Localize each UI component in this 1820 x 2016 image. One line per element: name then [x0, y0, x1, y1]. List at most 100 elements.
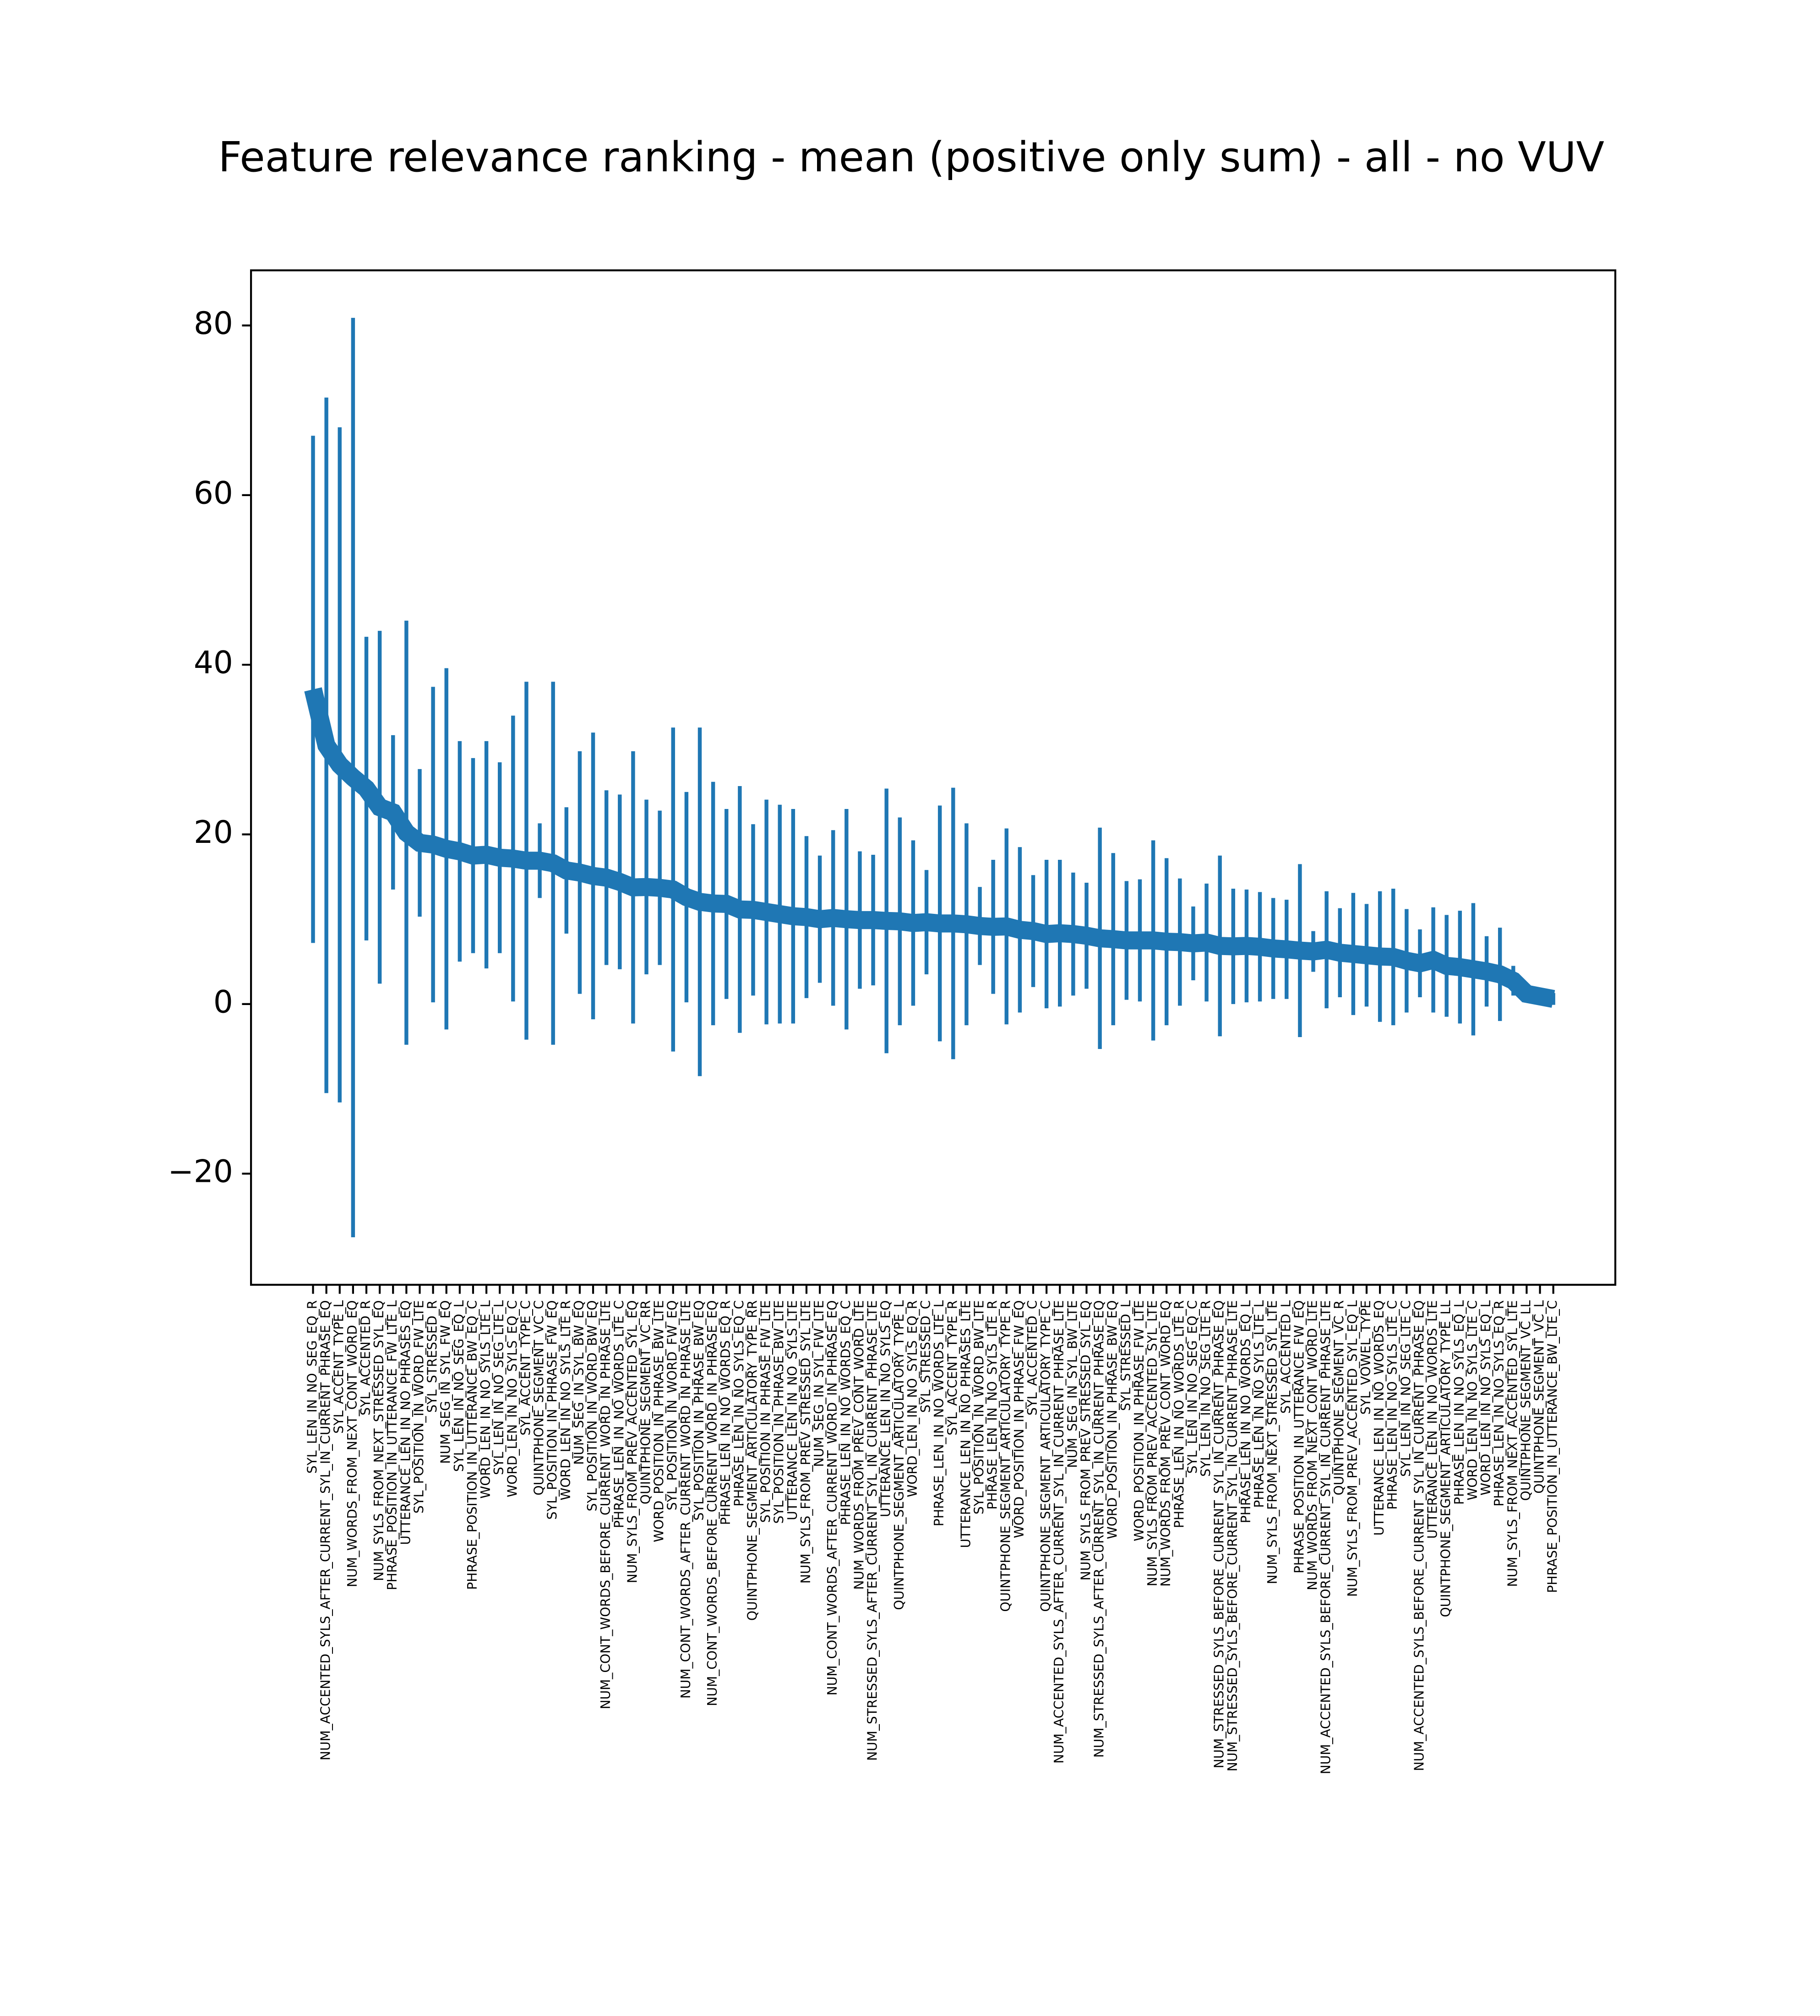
x-tick-label: WORD_POSITION_IN_PHRASE_FW_EQ: [1012, 1300, 1027, 1538]
x-tick-label: SYL_LEN_IN_NO_SEG_LTE_R: [1199, 1300, 1214, 1476]
x-tick-label: UTTERANCE_LEN_IN_NO_SYLS_EQ: [878, 1300, 894, 1517]
x-tick-label: NUM_STRESSED_SYLS_AFTER_CURRENT_SYL_IN_C…: [1092, 1300, 1107, 1758]
x-tick-label: SYL_LEN_IN_NO_SEG_EQ_C: [1185, 1300, 1200, 1474]
x-tick-label: NUM_SEG_IN_SYL_BW_EQ: [572, 1300, 587, 1464]
x-tick-label: SYL_POSITION_IN_PHRASE_BW_EQ: [692, 1300, 707, 1520]
x-tick-label: UTTERANCE_LEN_IN_NO_SYLS_LTE: [785, 1300, 800, 1520]
plot-area: [304, 317, 1555, 1238]
x-tick-label: SYL_STRESSED_L: [1118, 1300, 1133, 1411]
x-tick-label: NUM_SYLS_FROM_NEXT_ACCENTED_SYL_LTE: [1505, 1300, 1520, 1587]
x-tick-label: NUM_SEG_IN_SYL_FW_LTE: [812, 1300, 827, 1467]
x-tick-label: NUM_WORDS_FROM_PREV_CONT_WORD_LTE: [851, 1300, 866, 1590]
x-tick-label: WORD_POSITION_IN_PHRASE_BW_EQ: [1105, 1300, 1120, 1539]
x-tick-label: PHRASE_POSITION_IN_UTTERANCE_BW_LTE_C: [1545, 1300, 1560, 1593]
x-tick-label: QUINTPHONE_SEGMENT_VC_L: [1532, 1300, 1547, 1494]
x-tick-label: QUINTPHONE_SEGMENT_ARTICULATORY_TYPE_R: [998, 1300, 1014, 1612]
x-tick-label: PHRASE_LEN_IN_NO_WORDS_EQ_L: [1238, 1300, 1253, 1523]
x-tick-label: SYL_POSITION_IN_WORD_FW_LTE: [411, 1300, 426, 1513]
x-tick-label: PHRASE_LEN_IN_NO_SYLS_EQ_R: [1492, 1300, 1507, 1506]
x-tick-label: SYL_LEN_IN_NO_SEG_LTE_L: [491, 1300, 507, 1475]
x-tick-label: SYL_ACCENTED_R: [358, 1300, 373, 1415]
x-tick-label: WORD_LEN_IN_NO_SYLS_EQ_R: [905, 1300, 920, 1497]
x-tick-label: NUM_SYLS_FROM_NEXT_STRESSED_SYL_LTE: [1265, 1300, 1280, 1584]
x-tick-label: SYL_VOWEL_TYPE: [1358, 1300, 1373, 1415]
x-tick-label: PHRASE_LEN_IN_NO_SYLS_LTE_C: [1385, 1300, 1400, 1509]
x-tick-label: NUM_SEG_IN_SYL_BW_LTE: [1065, 1300, 1080, 1468]
x-tick-label: PHRASE_POSITION_IN_UTTERANCE_BW_EQ_C: [465, 1300, 480, 1590]
x-tick-label: SYL_POSITION_IN_WORD_BW_LTE: [972, 1300, 987, 1514]
x-tick-label: PHRASE_LEN_IN_NO_WORDS_LTE_C: [611, 1300, 627, 1528]
x-tick-label: NUM_ACCENTED_SYLS_AFTER_CURRENT_SYL_IN_C…: [318, 1300, 333, 1760]
x-tick-label: SYL_POSITION_IN_WORD_FW_EQ: [665, 1300, 680, 1510]
x-tick-label: PHRASE_POSITION_IN_UTTERANCE_FW_EQ: [1291, 1300, 1307, 1573]
x-tick-label: UTTERANCE_LEN_IN_NO_PHRASES_EQ: [398, 1300, 413, 1545]
x-tick-label: QUINTPHONE_SEGMENT_VC_R: [1332, 1300, 1347, 1495]
x-tick-label: UTTERANCE_LEN_IN_NO_WORDS_EQ: [1372, 1300, 1387, 1535]
x-tick-label: PHRASE_POSITION_IN_UTTERANCE_FW_LTE_L: [385, 1300, 400, 1590]
x-tick-label: SYL_ACCENT_TYPE_R: [945, 1300, 960, 1435]
x-tick-label: NUM_SYLS_FROM_NEXT_STRESSED_SYL_EQ: [371, 1300, 387, 1581]
x-tick-label: NUM_SYLS_FROM_PREV_ACCENTED_SYL_EQ: [625, 1300, 640, 1583]
x-tick-label: PHRASE_LEN_IN_NO_WORDS_LTE_R: [1172, 1300, 1187, 1528]
x-tick-label: SYL_ACCENTED_C: [1025, 1300, 1040, 1415]
x-tick-label: SYL_STRESSED_C: [918, 1300, 933, 1413]
y-tick-label: −20: [168, 1153, 233, 1190]
x-tick-label: QUINTPHONE_SEGMENT_VC_C: [532, 1300, 547, 1495]
x-tick-label: WORD_LEN_IN_NO_SYLS_LTE_R: [558, 1300, 573, 1500]
x-tick-label: PHRASE_LEN_IN_NO_SYLS_LTE_R: [985, 1300, 1000, 1509]
x-tick-label: SYL_POSITION_IN_PHRASE_FW_EQ: [545, 1300, 560, 1519]
x-tick-label: NUM_SYLS_FROM_PREV_ACCENTED_SYL_EQ_L: [1345, 1300, 1360, 1597]
x-tick-label: WORD_LEN_IN_NO_SYLS_EQ_L: [1478, 1300, 1493, 1496]
y-tick-label: 0: [213, 983, 233, 1020]
x-tick-label: NUM_SYLS_FROM_PREV_STRESSED_SYL_EQ: [1078, 1300, 1093, 1580]
x-tick-label: QUINTPHONE_SEGMENT_ARTICULATORY_TYPE_L: [892, 1300, 907, 1610]
x-tick-label: UTTERANCE_LEN_IN_NO_WORDS_LTE: [1425, 1300, 1440, 1539]
x-tick-label: QUINTPHONE_SEGMENT_ARTICULATORY_TYPE_RR: [745, 1300, 760, 1621]
x-tick-label: SYL_STRESSED_R: [425, 1300, 440, 1413]
x-tick-label: QUINTPHONE_SEGMENT_ARTICULATORY_TYPE_LL: [1439, 1300, 1454, 1617]
x-tick-label: PHRASE_LEN_IN_NO_SYLS_EQ_C: [731, 1300, 747, 1506]
x-tick-label: NUM_STRESSED_SYLS_BEFORE_CURRENT_SYL_IN_…: [1212, 1300, 1227, 1768]
y-tick-label: 40: [194, 645, 233, 681]
axes-frame: [250, 269, 1617, 1286]
x-tick-label: PHRASE_LEN_IN_NO_WORDS_EQ_C: [838, 1300, 853, 1525]
x-tick-label: SYL_LEN_IN_NO_SEG_EQ_L: [452, 1300, 467, 1472]
x-tick-label: WORD_LEN_IN_NO_SYLS_EQ_C: [505, 1300, 520, 1497]
x-tick-label: NUM_ACCENTED_SYLS_BEFORE_CURRENT_SYL_IN_…: [1411, 1300, 1427, 1771]
chart-title: Feature relevance ranking - mean (positi…: [218, 134, 1604, 181]
x-tick-label: WORD_POSITION_IN_PHRASE_FW_LTE: [1132, 1300, 1147, 1541]
x-tick-label: NUM_SEG_IN_SYL_FW_EQ: [438, 1300, 453, 1464]
x-tick-label: UTTERANCE_LEN_IN_NO_PHRASES_LTE: [958, 1300, 973, 1548]
x-tick-label: NUM_STRESSED_SYLS_AFTER_CURRENT_SYL_IN_C…: [865, 1300, 880, 1761]
x-tick-label: SYL_LEN_IN_NO_SEG_LTE_C: [1398, 1300, 1413, 1476]
x-tick-label: NUM_STRESSED_SYLS_BEFORE_CURRENT_SYL_IN_…: [1225, 1300, 1240, 1771]
x-tick-label: SYL_POSITION_IN_PHRASE_FW_LTE: [758, 1300, 774, 1523]
x-tick-label: NUM_CONT_WORDS_BEFORE_CURRENT_WORD_IN_PH…: [705, 1300, 720, 1706]
x-tick-label: NUM_ACCENTED_SYLS_AFTER_CURRENT_SYL_IN_C…: [1052, 1300, 1067, 1763]
x-tick-label: NUM_CONT_WORDS_BEFORE_CURRENT_WORD_IN_PH…: [598, 1300, 613, 1709]
x-tick-label: SYL_POSITION_IN_WORD_BW_EQ: [585, 1300, 600, 1511]
x-tick-label: PHRASE_LEN_IN_NO_WORDS_EQ_R: [718, 1300, 733, 1525]
x-tick-label: QUINTPHONE_SEGMENT_ARTICULATORY_TYPE_C: [1038, 1300, 1053, 1612]
y-tick-label: 60: [194, 475, 233, 511]
x-tick-label: NUM_SYLS_FROM_PREV_STRESSED_SYL_LTE: [798, 1300, 813, 1584]
y-tick-label: 80: [194, 305, 233, 341]
x-tick-label: NUM_WORDS_FROM_NEXT_CONT_WORD_LTE: [1305, 1300, 1320, 1590]
x-tick-label: PHRASE_LEN_IN_NO_WORDS_LTE_L: [932, 1300, 947, 1526]
y-tick-label: 20: [194, 814, 233, 850]
x-tick-label: NUM_WORDS_FROM_PREV_CONT_WORD_EQ: [1158, 1300, 1173, 1586]
x-tick-label: SYL_ACCENT_TYPE_L: [332, 1300, 347, 1434]
x-tick-label: SYL_ACCENTED_L: [1278, 1300, 1293, 1414]
x-tick-label: PHRASE_LEN_IN_NO_SYLS_LTE_L: [1252, 1300, 1267, 1508]
x-tick-label: WORD_LEN_IN_NO_SYLS_LTE_C: [1465, 1300, 1480, 1500]
x-tick-label: SYL_ACCENT_TYPE_C: [518, 1300, 533, 1435]
x-tick-label: WORD_POSITION_IN_PHRASE_BW_LTE: [652, 1300, 667, 1542]
x-tick-label: NUM_WORDS_FROM_NEXT_CONT_WORD_EQ: [345, 1300, 360, 1587]
x-tick-label: NUM_SYLS_FROM_PREV_ACCENTED_SYL_LTE: [1145, 1300, 1160, 1586]
x-tick-label: QUINTPHONE_SEGMENT_VC_LL: [1518, 1300, 1533, 1501]
x-tick-label: NUM_CONT_WORDS_AFTER_CURRENT_WORD_IN_PHR…: [678, 1300, 693, 1699]
mean-line: [304, 687, 1555, 1008]
x-tick-label: PHRASE_LEN_IN_NO_SYLS_EQ_L: [1452, 1300, 1467, 1505]
